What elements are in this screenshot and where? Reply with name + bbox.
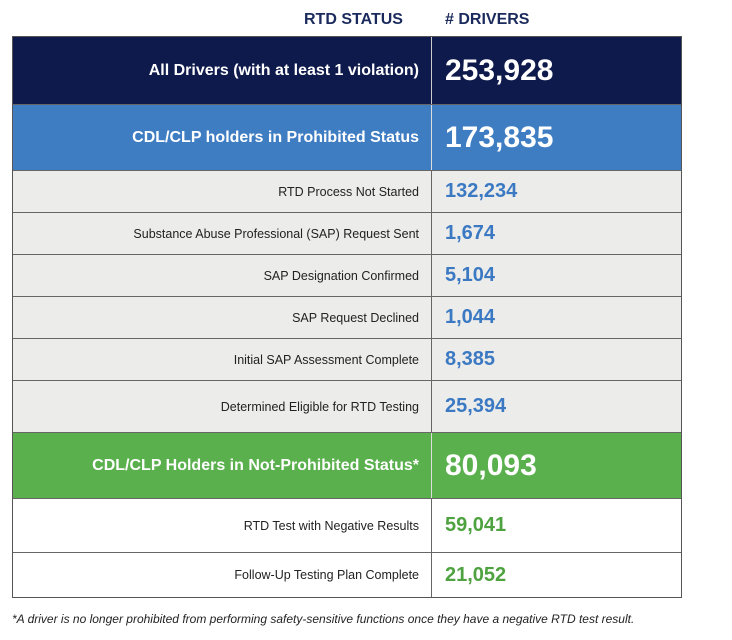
row-label: RTD Test with Negative Results bbox=[13, 499, 432, 552]
table-row: SAP Designation Confirmed 5,104 bbox=[13, 255, 681, 297]
row-label: All Drivers (with at least 1 violation) bbox=[13, 37, 432, 104]
row-value: 1,044 bbox=[445, 306, 496, 328]
row-value: 8,385 bbox=[445, 348, 496, 370]
table-row: CDL/CLP Holders in Not-Prohibited Status… bbox=[13, 433, 681, 499]
table-row: SAP Request Declined 1,044 bbox=[13, 297, 681, 339]
row-value: 173,835 bbox=[445, 120, 554, 154]
table-row: RTD Process Not Started 132,234 bbox=[13, 171, 681, 213]
row-label: Follow-Up Testing Plan Complete bbox=[13, 553, 432, 597]
row-value: 21,052 bbox=[445, 563, 507, 586]
footnote: *A driver is no longer prohibited from p… bbox=[12, 612, 635, 626]
row-value: 253,928 bbox=[445, 53, 554, 87]
table-row: Determined Eligible for RTD Testing 25,39… bbox=[13, 381, 681, 433]
table-row: Initial SAP Assessment Complete 8,385 bbox=[13, 339, 681, 381]
table-row: Substance Abuse Professional (SAP) Reque… bbox=[13, 213, 681, 255]
row-label: SAP Request Declined bbox=[13, 297, 432, 338]
column-header: RTD STATUS bbox=[304, 11, 403, 28]
row-label: Initial SAP Assessment Complete bbox=[13, 339, 432, 380]
row-label: CDL/CLP Holders in Not-Prohibited Status… bbox=[13, 433, 432, 498]
table-row: RTD Test with Negative Results 59,041 bbox=[13, 499, 681, 553]
column-header: # DRIVERS bbox=[445, 11, 530, 28]
row-value: 1,674 bbox=[445, 222, 496, 244]
row-label: Determined Eligible for RTD Testing bbox=[13, 381, 432, 432]
row-label: RTD Process Not Started bbox=[13, 171, 432, 212]
row-label: SAP Designation Confirmed bbox=[13, 255, 432, 296]
table-row: Follow-Up Testing Plan Complete 21,052 bbox=[13, 553, 681, 597]
row-label: CDL/CLP holders in Prohibited Status bbox=[13, 105, 432, 170]
status-table: All Drivers (with at least 1 violation) 2… bbox=[12, 36, 682, 598]
row-value: 80,093 bbox=[445, 448, 537, 482]
row-value: 25,394 bbox=[445, 395, 507, 417]
row-value: 59,041 bbox=[445, 514, 507, 536]
table-row: All Drivers (with at least 1 violation) 2… bbox=[13, 37, 681, 105]
row-value: 132,234 bbox=[445, 180, 518, 202]
row-value: 5,104 bbox=[445, 264, 496, 286]
table-row: CDL/CLP holders in Prohibited Status 173,… bbox=[13, 105, 681, 171]
row-label: Substance Abuse Professional (SAP) Reque… bbox=[13, 213, 432, 254]
